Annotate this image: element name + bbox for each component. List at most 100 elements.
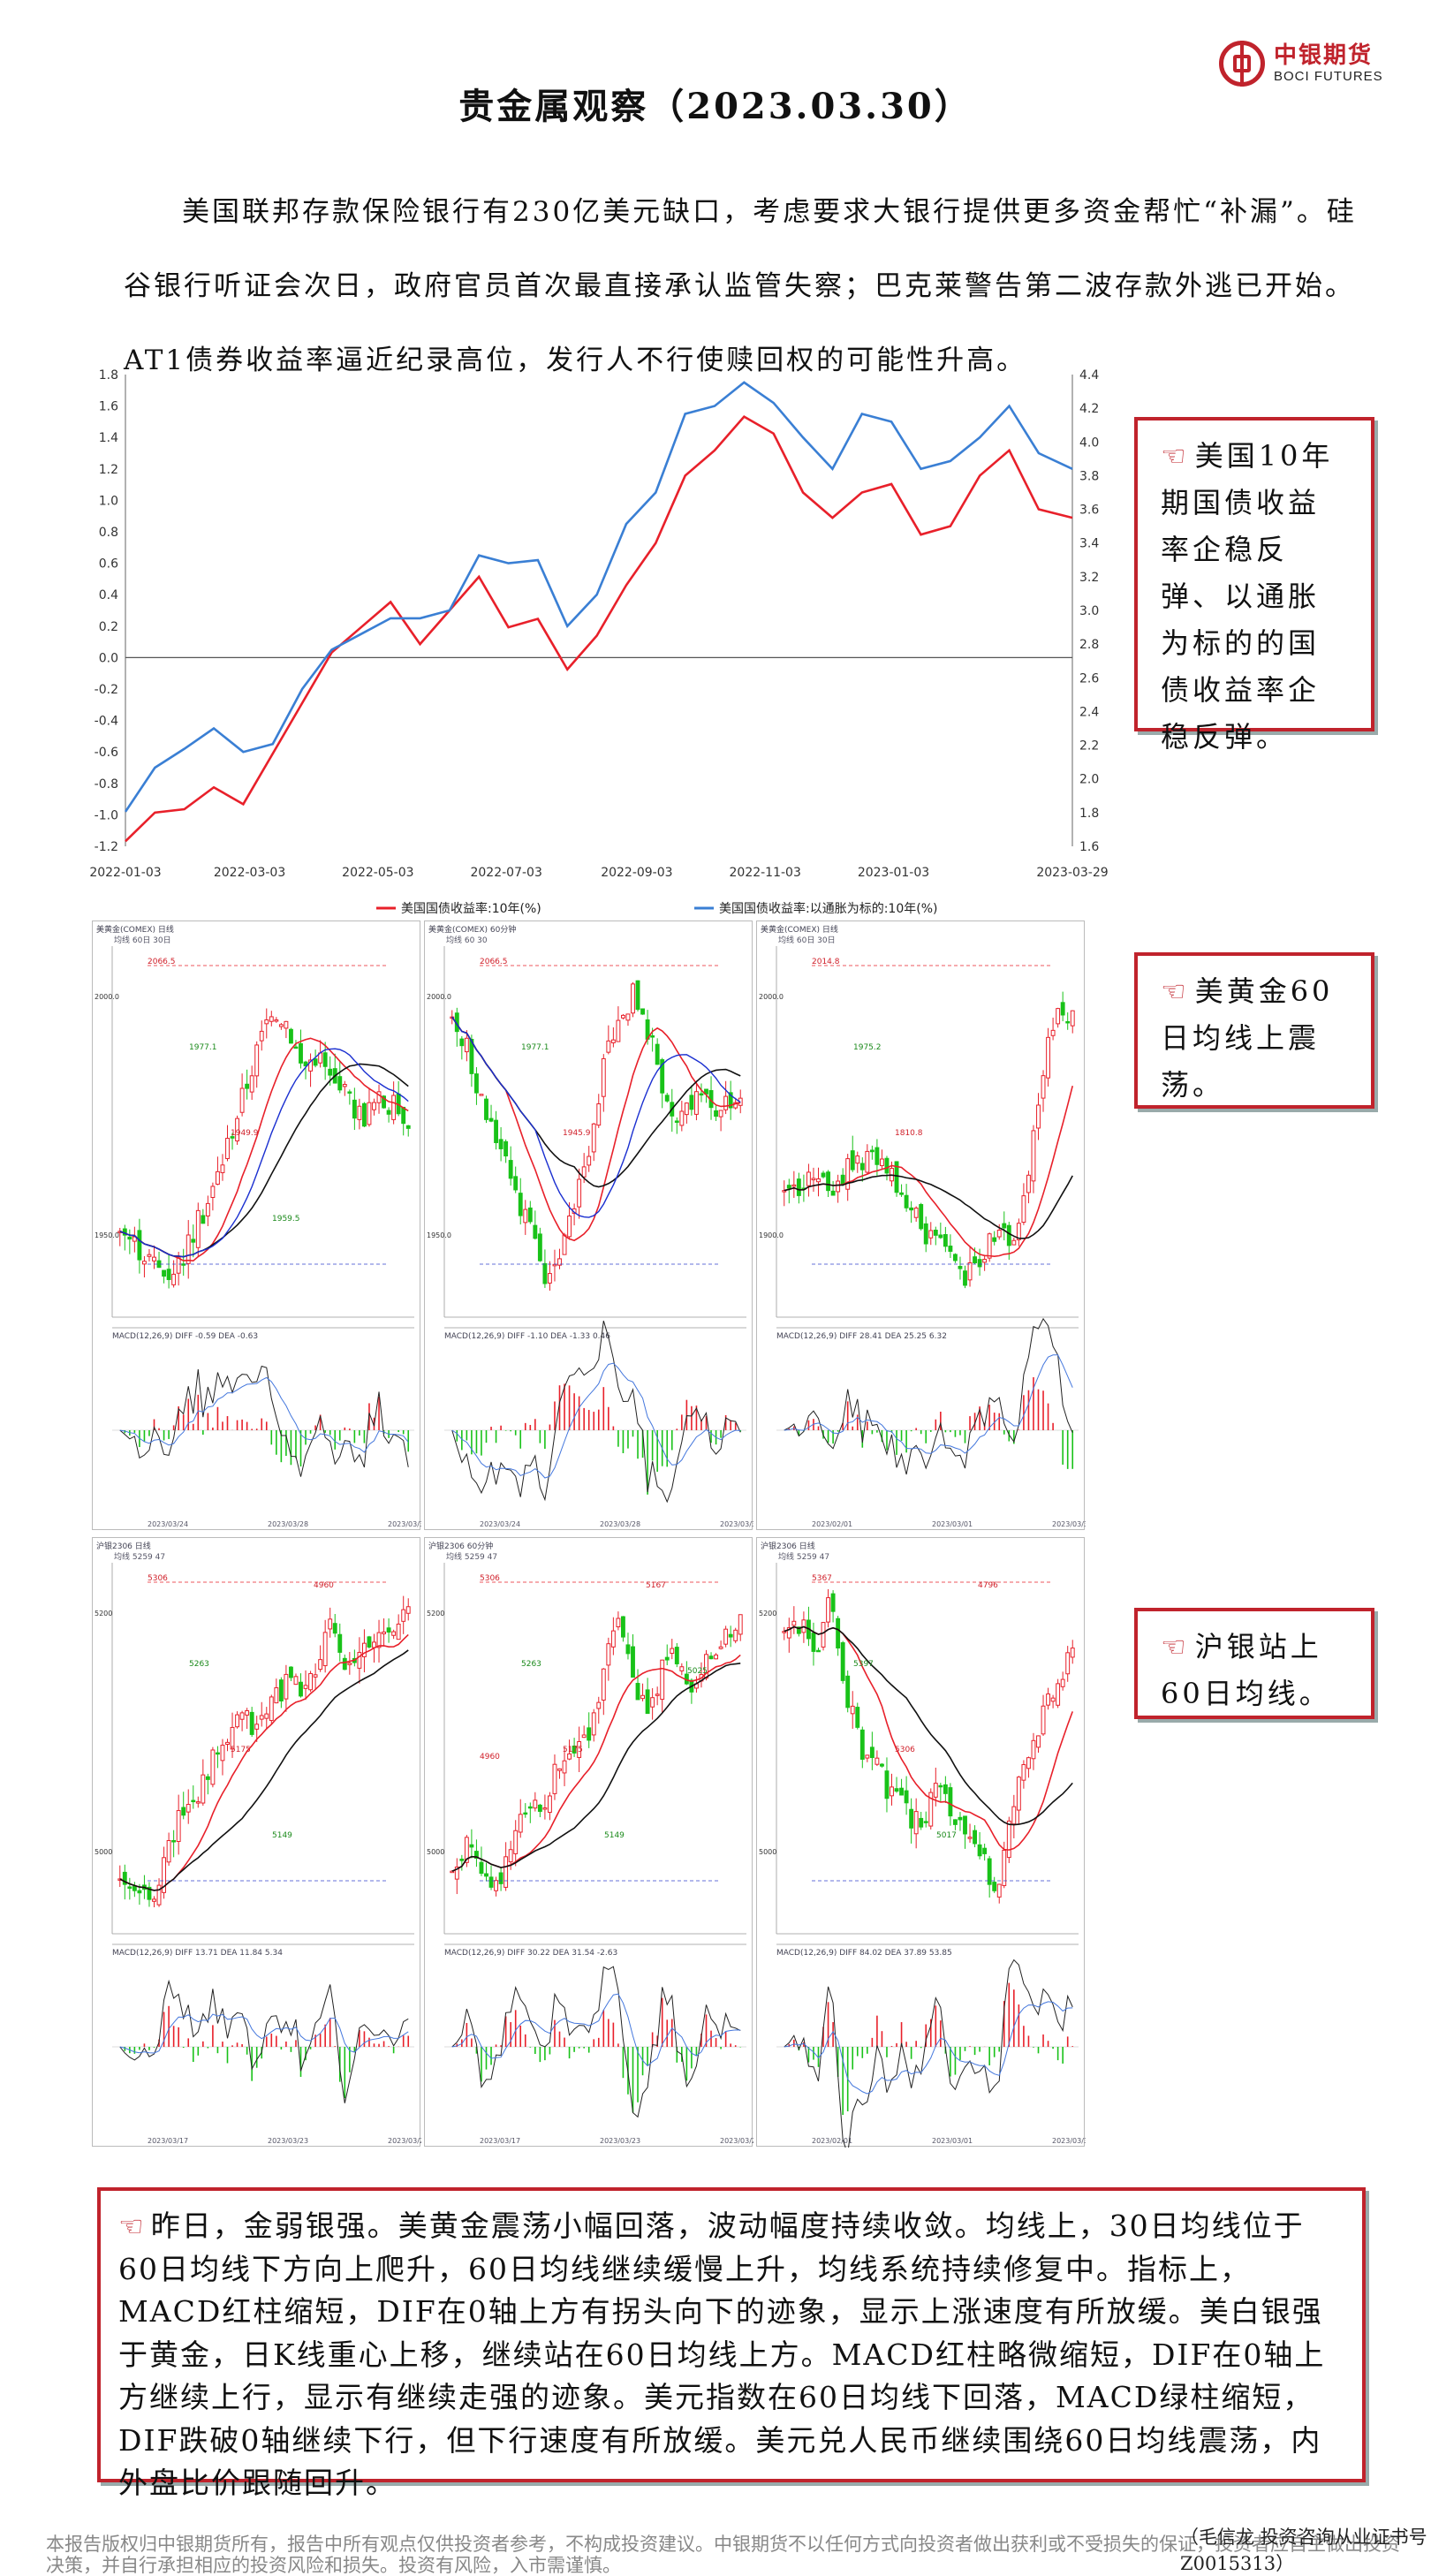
candle-body	[152, 1256, 156, 1261]
candle-body	[874, 1757, 880, 1765]
candle-body	[928, 1792, 934, 1827]
candle-body	[816, 1649, 821, 1653]
price-label: 4960	[480, 1753, 500, 1762]
date-tick: 2023/03/30	[388, 1520, 421, 1528]
macd-header: MACD(12,26,9) DIFF 13.71 DEA 11.84 5.34	[112, 1949, 283, 1958]
pointing-hand-icon: ☜	[1161, 1630, 1190, 1663]
x-tick: 2022-01-03	[89, 866, 161, 880]
candle-body	[1050, 1697, 1056, 1702]
candle-body	[865, 1150, 870, 1173]
candle-body	[796, 1626, 801, 1634]
candle-body	[591, 1123, 596, 1153]
candle-body	[679, 1110, 685, 1126]
candle-body	[952, 1254, 958, 1261]
candle-body	[1041, 1075, 1046, 1099]
candle-body	[542, 1262, 548, 1284]
page-title: 贵金属观察（2023.03.30）	[458, 86, 973, 127]
candle-body	[664, 1095, 670, 1102]
candle-body	[1002, 1849, 1007, 1886]
candle-body	[332, 1623, 337, 1634]
candle-body	[391, 1631, 397, 1636]
candle-body	[156, 1884, 162, 1905]
candle-body	[714, 1654, 719, 1660]
candle-body	[137, 1230, 142, 1261]
x-tick: 2022-03-03	[214, 866, 285, 880]
candle-body	[840, 1174, 845, 1185]
ma-line-red	[784, 1625, 1073, 1851]
candle-body	[1046, 1036, 1051, 1079]
date-tick: 2023/03/28	[600, 1520, 640, 1528]
candle-body	[147, 1886, 152, 1900]
candle-body	[191, 1799, 196, 1803]
candle-body	[1031, 1130, 1036, 1182]
candle-body	[811, 1633, 816, 1652]
candlestick-panel: 沪银2306 日线 均线 5259 47 5200 5000 5367 5397 5306 5…	[756, 1537, 1086, 2148]
candle-body	[587, 1155, 592, 1166]
y-tick-left: -1.2	[95, 840, 118, 854]
panel-header: 沪银2306 60分钟	[428, 1542, 494, 1551]
candle-body	[513, 1176, 519, 1191]
price-label: 2066.5	[480, 958, 508, 966]
candle-body	[547, 1795, 552, 1814]
candle-body	[869, 1746, 874, 1759]
date-tick: 2023/03/23	[600, 2137, 640, 2145]
candle-body	[299, 1681, 303, 1697]
series-line-1	[124, 381, 1073, 813]
candle-body	[660, 1659, 665, 1701]
price-label: 5167	[646, 1581, 666, 1590]
candle-body	[386, 1627, 391, 1633]
price-label: 1975.2	[853, 1043, 882, 1052]
candle-body	[1006, 1820, 1011, 1859]
price-label: 4960	[314, 1581, 334, 1590]
candle-body	[498, 1872, 504, 1884]
candle-body	[859, 1729, 865, 1760]
candle-body	[205, 1202, 210, 1216]
y-tick-left: -1.0	[95, 808, 118, 822]
candle-body	[581, 1734, 587, 1739]
candle-body	[650, 1035, 655, 1038]
candle-body	[1036, 1104, 1041, 1129]
candle-body	[171, 1273, 177, 1285]
macd-header: MACD(12,26,9) DIFF -1.10 DEA -1.33 0.46	[444, 1332, 610, 1341]
candle-body	[147, 1254, 152, 1257]
price-label: 1810.8	[895, 1129, 923, 1138]
price-tick: 1950.0	[427, 1231, 451, 1239]
y-tick-left: 0.8	[99, 526, 118, 540]
candle-body	[488, 1876, 494, 1888]
candle-body	[728, 1092, 733, 1109]
legend-label: 美国国债收益率:以通胀为标的:10年(%)	[719, 901, 937, 916]
yield-chart: 1.8 1.6 1.4 1.2 1.0 0.8 0.6 0.4 0.2 0.0 -0.2 -0.4 -0…	[85, 364, 1127, 921]
macd-dea-line	[784, 2001, 1073, 2095]
y-tick-left: -0.2	[95, 683, 118, 697]
candle-body	[1041, 1705, 1046, 1735]
candle-body	[1036, 1735, 1041, 1748]
candle-body	[488, 1118, 494, 1122]
date-tick: 2023/03/01	[932, 1520, 973, 1528]
candle-body	[450, 1870, 455, 1874]
macd-dea-line	[119, 1376, 409, 1453]
candle-body	[245, 1083, 250, 1089]
candle-body	[625, 1644, 631, 1655]
candle-body	[591, 1712, 596, 1736]
candle-body	[674, 1647, 679, 1664]
candle-body	[396, 1623, 401, 1640]
y-tick-right: 1.8	[1079, 807, 1099, 821]
candle-body	[811, 1178, 816, 1181]
candle-body	[195, 1209, 201, 1248]
yield-chart-svg: 1.8 1.6 1.4 1.2 1.0 0.8 0.6 0.4 0.2 0.0 -0.2 -0.4 -0…	[89, 368, 1108, 916]
ma-line-blue	[451, 1016, 741, 1218]
candle-body	[865, 1754, 870, 1759]
candle-body	[215, 1171, 220, 1185]
candle-body	[264, 1019, 269, 1025]
candle-body	[679, 1666, 685, 1671]
candle-body	[376, 1632, 382, 1648]
candle-body	[992, 1237, 997, 1242]
analysis-text: 昨日，金弱银强。美黄金震荡小幅回落，波动幅度持续收敛。均线上，30日均线位于60…	[118, 2209, 1326, 2500]
candle-body	[201, 1774, 206, 1804]
candle-body	[166, 1269, 171, 1280]
candle-body	[269, 1016, 274, 1022]
candle-body	[259, 1030, 264, 1042]
price-label: 5175	[231, 1746, 251, 1754]
candle-body	[1021, 1195, 1026, 1224]
candle-body	[181, 1807, 186, 1816]
